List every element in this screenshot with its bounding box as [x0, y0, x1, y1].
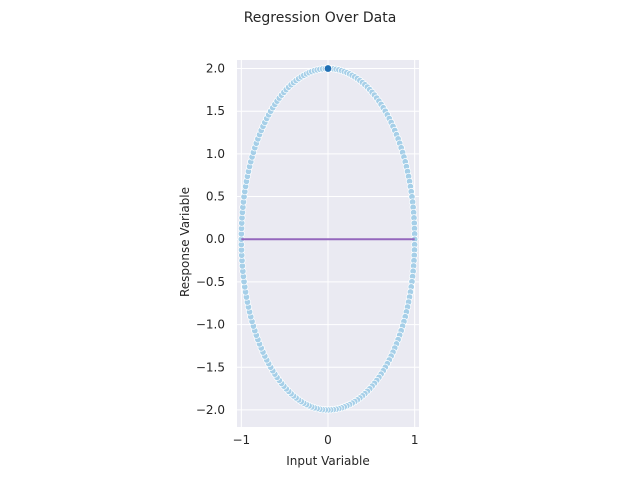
- x-tick-label: 1: [411, 433, 419, 447]
- y-axis-ticks: −2.0 −1.5 −1.0 −0.5 0.0 0.5 1.0 1.5 2.0: [196, 62, 225, 417]
- y-tick-label: 2.0: [206, 62, 225, 76]
- y-axis-label: Response Variable: [178, 187, 192, 297]
- y-tick-label: −1.5: [196, 360, 225, 374]
- highlight-point: [323, 64, 333, 73]
- y-tick-label: 0.5: [206, 190, 225, 204]
- y-tick-label: −2.0: [196, 403, 225, 417]
- x-tick-label: 0: [324, 433, 332, 447]
- y-tick-label: −0.5: [196, 275, 225, 289]
- x-tick-label: −1: [232, 433, 250, 447]
- highlight-group: [323, 64, 333, 73]
- y-tick-label: 1.5: [206, 104, 225, 118]
- chart-title: Regression Over Data: [244, 10, 397, 26]
- x-axis-ticks: −1 0 1: [232, 433, 418, 447]
- scatter-series: [237, 64, 419, 414]
- y-tick-label: 1.0: [206, 147, 225, 161]
- y-tick-label: 0.0: [206, 232, 225, 246]
- y-tick-label: −1.0: [196, 318, 225, 332]
- x-axis-label: Input Variable: [286, 454, 369, 468]
